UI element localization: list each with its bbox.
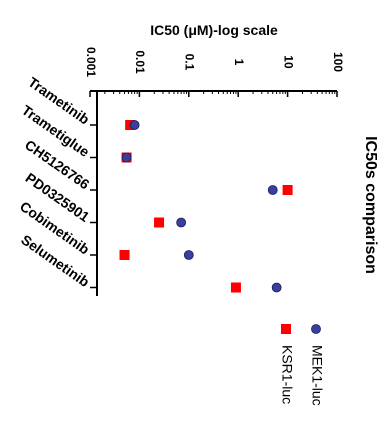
legend-label: KSR1-luc xyxy=(279,345,295,404)
value-tick-label: 0.1 xyxy=(183,54,197,71)
chart-title: IC50 (μM)-log scale xyxy=(150,22,278,38)
legend-marker-mek1-luc xyxy=(311,324,321,334)
value-tick-label: 0.001 xyxy=(84,47,98,77)
point-mek1-luc xyxy=(129,120,140,130)
value-axis-ticks: 0.001 0.01 0.1 1 10 100 xyxy=(84,47,345,97)
point-mek1-luc xyxy=(271,282,282,293)
point-mek1-luc xyxy=(267,185,278,195)
point-ksr1-luc xyxy=(282,185,293,195)
category-axis: TrametinibTrametiglueCH5126766PD0325901C… xyxy=(17,74,97,290)
point-ksr1-luc xyxy=(154,217,165,228)
side-title: IC50s comparison xyxy=(362,136,379,274)
data-points xyxy=(119,120,293,293)
value-tick-label: 1 xyxy=(232,59,246,66)
point-mek1-luc xyxy=(121,152,132,163)
point-mek1-luc xyxy=(176,217,187,228)
point-ksr1-luc xyxy=(119,250,130,260)
point-ksr1-luc xyxy=(230,282,241,293)
value-tick-label: 100 xyxy=(331,52,345,72)
value-tick-label: 0.01 xyxy=(133,50,147,74)
legend-label: MEK1-luc xyxy=(309,345,325,406)
legend-marker-ksr1-luc xyxy=(281,324,291,334)
point-mek1-luc xyxy=(183,250,194,260)
value-tick-label: 10 xyxy=(281,55,295,69)
legend: MEK1-luc KSR1-luc xyxy=(279,324,325,406)
